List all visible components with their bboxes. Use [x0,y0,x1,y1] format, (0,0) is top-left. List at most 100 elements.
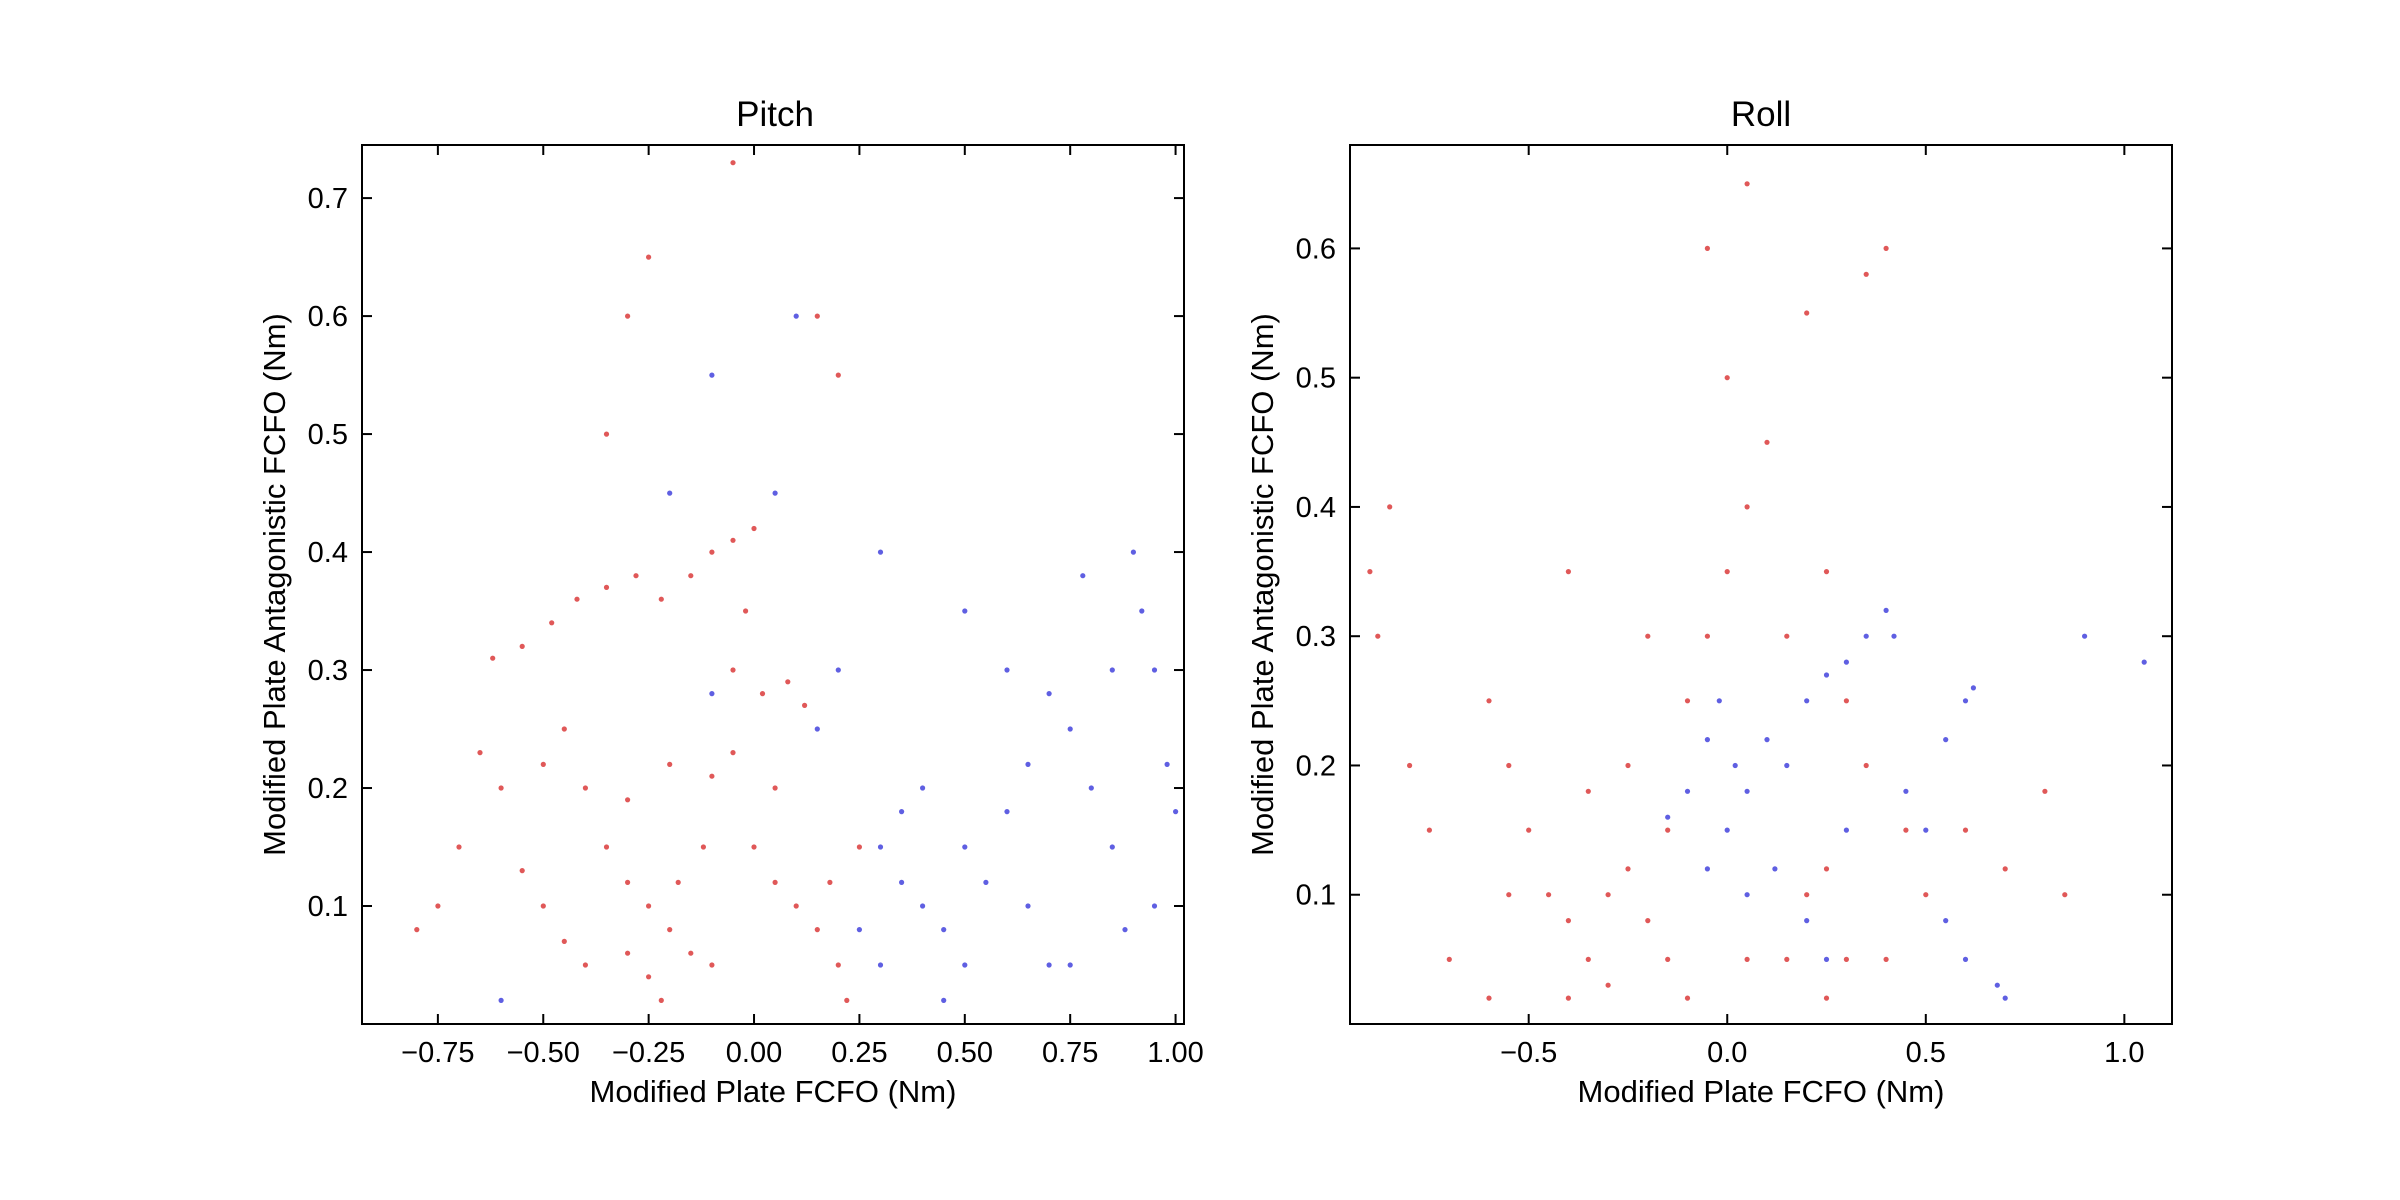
scatter-point [962,962,968,968]
scatter-point [1067,962,1073,968]
x-tick-label: 0.0 [1707,1037,1747,1069]
scatter-point [1080,573,1086,579]
scatter-point [1903,827,1909,833]
scatter-point [675,879,681,886]
scatter-point [658,997,664,1004]
chart-title: Roll [1731,95,1791,134]
scatter-point [1744,788,1750,794]
scatter-point [1823,672,1830,678]
scatter-point [1645,633,1651,639]
scatter-point [785,679,791,685]
scatter-point [814,726,820,732]
y-tick-label: 0.5 [308,419,348,451]
x-tick-label: 1.0 [2104,1037,2144,1069]
scatter-point [1863,762,1869,769]
x-tick-label: 0.00 [726,1037,782,1069]
scatter-point [1151,667,1158,673]
scatter-point [1843,827,1849,833]
scatter-point [1962,698,1969,704]
scatter-point [1764,439,1770,445]
pitch-panel: Pitch −0.75 −0.50 −0.25 0.00 0.25 0.50 0.75 1.0… [257,95,1204,1109]
scatter-point [941,997,947,1004]
scatter-point [730,537,736,543]
scatter-point [962,844,968,850]
scatter-point [1122,927,1128,933]
scatter-point [1970,685,1976,691]
scatter-point [2082,633,2088,639]
scatter-point [1546,892,1552,898]
scatter-point [582,962,589,968]
scatter-point [1506,892,1512,898]
scatter-point [540,761,546,768]
scatter-point [844,997,850,1004]
scatter-point [1764,737,1770,743]
scatter-point [877,549,884,555]
scatter-point [1486,698,1492,704]
scatter-point [1046,962,1052,968]
scatter-point [1943,918,1949,924]
x-tick-label: 0.5 [1906,1037,1946,1069]
scatter-point [498,785,504,791]
scatter-point [1684,995,1691,1001]
scatter-point [827,879,833,886]
scatter-point [2002,866,2008,872]
scatter-point [1625,866,1631,872]
scatter-point [1744,504,1750,510]
scatter-point [1109,667,1115,673]
scatter-point [561,938,567,945]
scatter-point [751,525,757,532]
scatter-point [1585,956,1591,963]
scatter-point [1605,982,1611,988]
scatter-point [1704,737,1710,743]
scatter-point [1109,844,1115,850]
scatter-point [1772,866,1778,872]
scatter-point [603,431,610,437]
roll-panel: Roll −0.5 0.0 0.5 1.0 0.1 0.2 0.3 0.4 0.5 0.6 Mo… [1245,95,2173,1109]
scatter-point [1804,698,1810,704]
scatter-point [1387,504,1393,510]
scatter-point [1565,995,1571,1001]
x-tick-label: 0.75 [1042,1037,1098,1069]
scatter-point [456,844,462,850]
scatter-point [772,879,778,886]
scatter-point [802,702,808,709]
y-tick-label: 0.1 [1296,880,1336,912]
scatter-point [625,797,631,803]
scatter-point [582,785,589,791]
scatter-point [751,844,757,850]
scatter-point [1903,788,1909,794]
scatter-point [1684,788,1691,794]
scatter-points [1367,181,2147,1001]
scatter-point [1744,892,1750,898]
scatter-point [1625,762,1631,769]
plot-frame [361,144,1185,1025]
scatter-point [519,643,525,650]
scatter-point [603,584,610,591]
scatter-point [667,927,673,933]
scatter-point [646,254,652,260]
x-tick-label: −0.50 [507,1037,580,1069]
scatter-point [709,372,715,378]
scatter-point [1645,918,1651,924]
scatter-points [414,160,1179,1004]
scatter-point [2042,788,2048,794]
y-tick-label: 0.3 [1296,621,1336,653]
scatter-point [1486,995,1492,1001]
scatter-point [1139,608,1145,614]
scatter-point [709,773,715,779]
scatter-point [1724,827,1730,833]
scatter-point [1088,785,1094,791]
y-tick-label: 0.3 [308,655,348,687]
scatter-point [1804,892,1810,898]
scatter-point [793,903,799,909]
scatter-point [1173,809,1179,815]
x-axis: −0.5 0.0 0.5 1.0 [1500,145,2145,1069]
scatter-point [962,608,968,614]
scatter-point [1704,245,1710,251]
scatter-point [1164,761,1170,768]
scatter-point [759,691,766,697]
y-axis-label: Modified Plate Antagonistic FCFO (Nm) [257,313,292,856]
scatter-point [519,868,525,874]
scatter-point [2002,995,2008,1001]
